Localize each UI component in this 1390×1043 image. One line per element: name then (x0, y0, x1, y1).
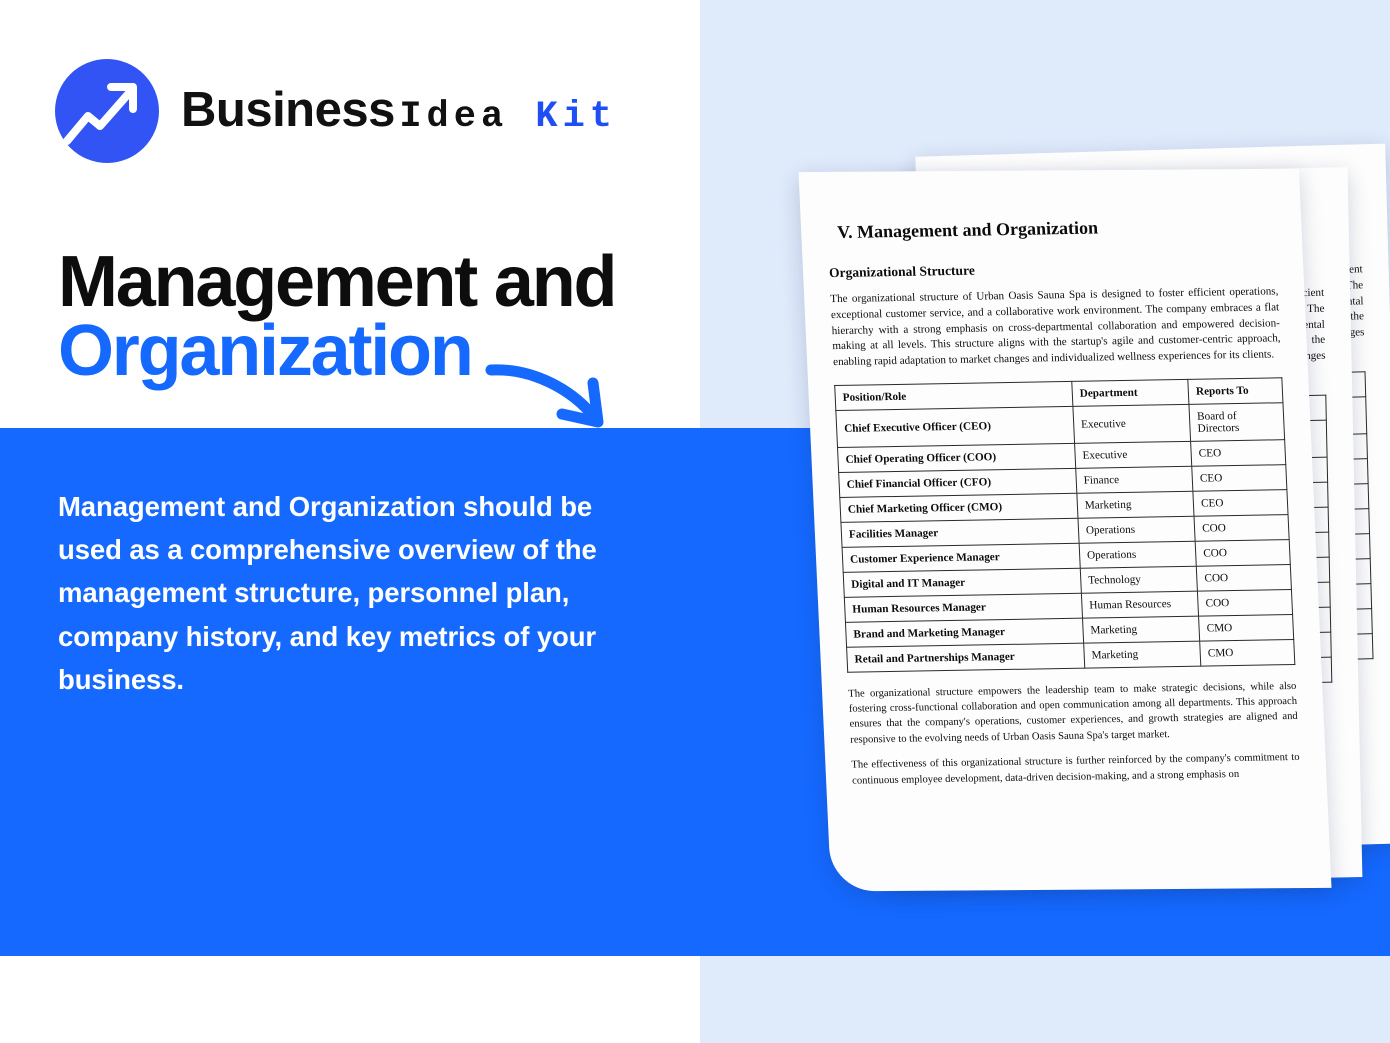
cell-reports-to: COO (1196, 564, 1292, 591)
document-page-front: V. Management and Organization Organizat… (798, 168, 1332, 892)
curved-arrow-down-right-icon (485, 352, 625, 442)
cell-position: Chief Executive Officer (CEO) (835, 406, 1075, 448)
cell-reports-to: COO (1194, 514, 1290, 541)
growth-arrow-circle-icon (55, 59, 159, 163)
document-heading: V. Management and Organization (836, 217, 1099, 243)
cell-position: Retail and Partnerships Manager (846, 642, 1085, 673)
brand-name-line2: Idea Kit (399, 96, 617, 138)
column-header-reports-to: Reports To (1187, 377, 1283, 405)
cell-department: Executive (1074, 441, 1192, 469)
column-header-department: Department (1071, 379, 1190, 407)
background-panel-bottom-left (0, 956, 700, 1043)
document-closing-paragraph-2: The effectiveness of this organizational… (851, 752, 1300, 787)
cell-department: Finance (1075, 466, 1193, 494)
background-panel-bottom-right (700, 956, 1390, 1043)
brand-logo: Business Idea Kit (55, 59, 617, 163)
cell-reports-to: COO (1197, 589, 1293, 616)
table-body-front: Chief Executive Officer (CEO) Executive Bo… (835, 402, 1295, 673)
cell-department: Marketing (1083, 640, 1201, 668)
cell-reports-to: CEO (1191, 464, 1287, 492)
brand-name-idea: Idea (399, 95, 509, 138)
document-stack: V. Management and Organization Organizat… (630, 120, 1390, 920)
cell-department: Marketing (1082, 615, 1200, 643)
cell-reports-to: CEO (1192, 489, 1289, 517)
page-title-line2: Organization (58, 311, 474, 392)
cell-department: Operations (1077, 516, 1196, 544)
cell-department: Technology (1080, 565, 1198, 593)
cell-reports-to: Board of Directors (1189, 402, 1285, 442)
cell-reports-to: CMO (1198, 614, 1294, 641)
brand-name-line1: Business (181, 82, 395, 137)
page-title-line1: Management and (58, 242, 617, 322)
cell-department: Operations (1079, 540, 1197, 568)
org-structure-table: Position/Role Department Reports To Chie… (834, 377, 1295, 673)
brand-name-kit: Kit (535, 95, 617, 138)
document-closing-paragraph-1: The organizational structure empowers th… (847, 680, 1298, 746)
callout-text: Management and Organization should be us… (58, 491, 597, 695)
cell-department: Human Resources (1081, 590, 1199, 618)
document-subheading: Organizational Structure (828, 262, 976, 281)
document-intro-paragraph: The organizational structure of Urban Oa… (830, 285, 1281, 369)
page-title: Management and Organization (58, 246, 678, 392)
cell-reports-to: COO (1195, 539, 1291, 566)
cell-reports-to: CEO (1190, 439, 1286, 467)
cell-department: Executive (1072, 404, 1191, 444)
cell-department: Marketing (1076, 491, 1195, 519)
cell-reports-to: CMO (1199, 639, 1295, 666)
